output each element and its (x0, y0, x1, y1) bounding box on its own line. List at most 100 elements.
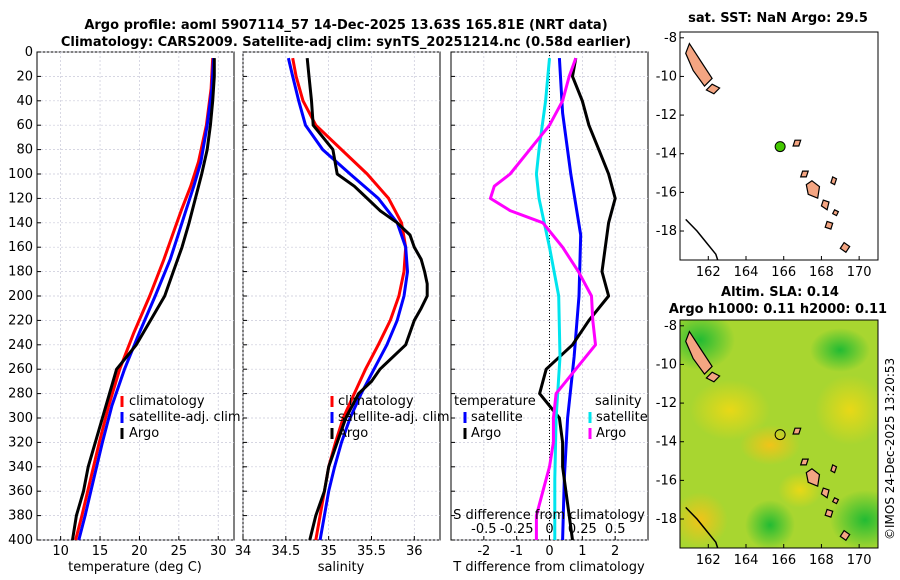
y-tick-label: 360 (8, 484, 33, 499)
legend-t-argo-label: Argo (471, 426, 501, 441)
island-shape (705, 371, 721, 383)
island-shape (830, 176, 838, 186)
temperature-panel: 0 20 40 60 80 100 120 140 160 180 200 220 240 260 280 3… (8, 45, 240, 575)
x-tick-label: 20 (131, 544, 148, 559)
sla-low-patch (745, 500, 795, 548)
sla-map-land (685, 330, 851, 548)
island-shape (830, 464, 838, 474)
x-tick-label: 15 (92, 544, 109, 559)
legend-argo-label: Argo (129, 426, 159, 441)
sla-low-patch (810, 328, 870, 372)
latitude-tick-label: -10 (656, 69, 677, 84)
sla-map-panel: Altim. SLA: 0.14 Argo h1000: 0.11 h2000:… (656, 285, 887, 568)
y-tick-label: 40 (16, 94, 33, 109)
salinity-panel: 34 34.5 35 35.5 36 climatology satellite-adj… (235, 51, 450, 575)
longitude-tick-label: 170 (847, 265, 872, 280)
legend-satellite-label: satellite-adj. clim (338, 410, 450, 425)
main-title-line2: Climatology: CARS2009. Satellite-adj cli… (61, 35, 631, 50)
sst-map-land (685, 42, 851, 261)
sla-high-patch (815, 375, 878, 445)
y-tick-label: 240 (8, 338, 33, 353)
main-title-line1: Argo profile: aoml 5907114_57 14-Dec-202… (84, 18, 607, 33)
latitude-tick-label: -8 (664, 319, 677, 334)
coast-outline (685, 218, 719, 261)
island-shape (831, 496, 840, 505)
temperature-ticks: 0 20 40 60 80 100 120 140 160 180 200 220 240 260 280 3… (8, 45, 226, 559)
s-difference-ticks: -0.5 -0.25 0 0.25 0.5 (471, 522, 625, 537)
temperature-grid (37, 51, 234, 541)
x-tick-label: 34 (235, 544, 252, 559)
sla-high-patch (740, 425, 800, 465)
series-line-satellite-adj-clim (286, 57, 409, 541)
x-tick-label: 35.5 (357, 544, 386, 559)
legend-s-satellite-label: satellite (596, 410, 648, 425)
x-tick-label: 25 (171, 544, 188, 559)
island-shape (799, 170, 810, 178)
float-position-marker (774, 429, 786, 441)
sla-map-frame (679, 319, 879, 549)
salinity-xlabel: salinity (318, 560, 365, 575)
latitude-tick-label: -14 (656, 435, 677, 450)
island-shape (839, 241, 851, 254)
series-line-argo (71, 58, 216, 541)
sla-field (680, 320, 878, 548)
y-tick-label: 300 (8, 411, 33, 426)
salinity-ticks: 34 34.5 35 35.5 36 (235, 51, 423, 559)
y-tick-label: 0 (25, 45, 33, 60)
y-tick-label: 200 (8, 289, 33, 304)
x-tick-label: -2 (477, 544, 490, 559)
differences-ticks: -2 -1 0 1 2 (451, 51, 619, 559)
series-line-climatology (74, 58, 215, 541)
x-tick-label: 35 (320, 544, 337, 559)
y-tick-label: 220 (8, 313, 33, 328)
differences-lines (488, 57, 617, 541)
differences-panel: -2 -1 0 1 2 temperature salinity satellite A… (450, 51, 649, 575)
island-shape (805, 468, 821, 488)
sst-map-title: sat. SST: NaN Argo: 29.5 (688, 11, 868, 26)
y-tick-label: 160 (8, 240, 33, 255)
y-tick-label: 320 (8, 435, 33, 450)
longitude-tick-label: 162 (696, 265, 721, 280)
float-position-marker (774, 141, 786, 153)
island-shape (839, 529, 851, 542)
series-line-t-diff-argo (538, 57, 617, 541)
sla-map-title-line1: Altim. SLA: 0.14 (721, 285, 839, 300)
legend-t-satellite-label: satellite (471, 410, 523, 425)
longitude-tick-label: 164 (734, 553, 759, 568)
x-tick-label: -1 (510, 544, 523, 559)
y-tick-label: 80 (16, 143, 33, 158)
latitude-tick-label: -14 (656, 147, 677, 162)
x-tick-label: 36 (406, 544, 423, 559)
latitude-tick-label: -12 (656, 108, 677, 123)
temperature-lines (71, 58, 216, 541)
legend-climatology-label: climatology (338, 394, 414, 409)
latitude-tick-label: -10 (656, 357, 677, 372)
legend-satellite-label: satellite-adj. clim (129, 410, 241, 425)
t-difference-xlabel: T difference from climatology (452, 560, 645, 575)
legend-s-argo-label: Argo (596, 426, 626, 441)
island-shape (831, 208, 840, 217)
sla-high-patch (690, 380, 770, 440)
y-tick-label: 400 (8, 533, 33, 548)
sla-map-title-line2: Argo h1000: 0.11 h2000: 0.11 (669, 302, 887, 317)
temperature-xlabel: temperature (deg C) (68, 560, 202, 575)
latitude-tick-label: -8 (664, 31, 677, 46)
x-tick-label: 0 (545, 544, 553, 559)
y-tick-label: 180 (8, 265, 33, 280)
legend-climatology-label: climatology (129, 394, 205, 409)
y-tick-label: 280 (8, 387, 33, 402)
island-shape (820, 487, 830, 499)
salinity-lines (286, 57, 429, 541)
sla-high-patch (680, 492, 728, 548)
credit-text: ©IMOS 24-Dec-2025 13:20:53 (883, 358, 897, 540)
sst-map-panel: sat. SST: NaN Argo: 29.5 162 164 166 168 170… (656, 11, 879, 280)
island-shape (824, 220, 834, 230)
y-tick-label: 380 (8, 509, 33, 524)
temperature-legend: climatology satellite-adj. clim Argo (120, 394, 241, 441)
x-tick-label: 2 (611, 544, 619, 559)
s-diff-tick-label: 0 (545, 522, 553, 537)
latitude-tick-label: -16 (656, 185, 677, 200)
series-line-t-diff-satellite (557, 58, 583, 541)
sst-map-ticks: 162 164 166 168 170 -8 -10 -12 -14 -16 -18 (656, 31, 872, 280)
island-shape (820, 199, 830, 211)
